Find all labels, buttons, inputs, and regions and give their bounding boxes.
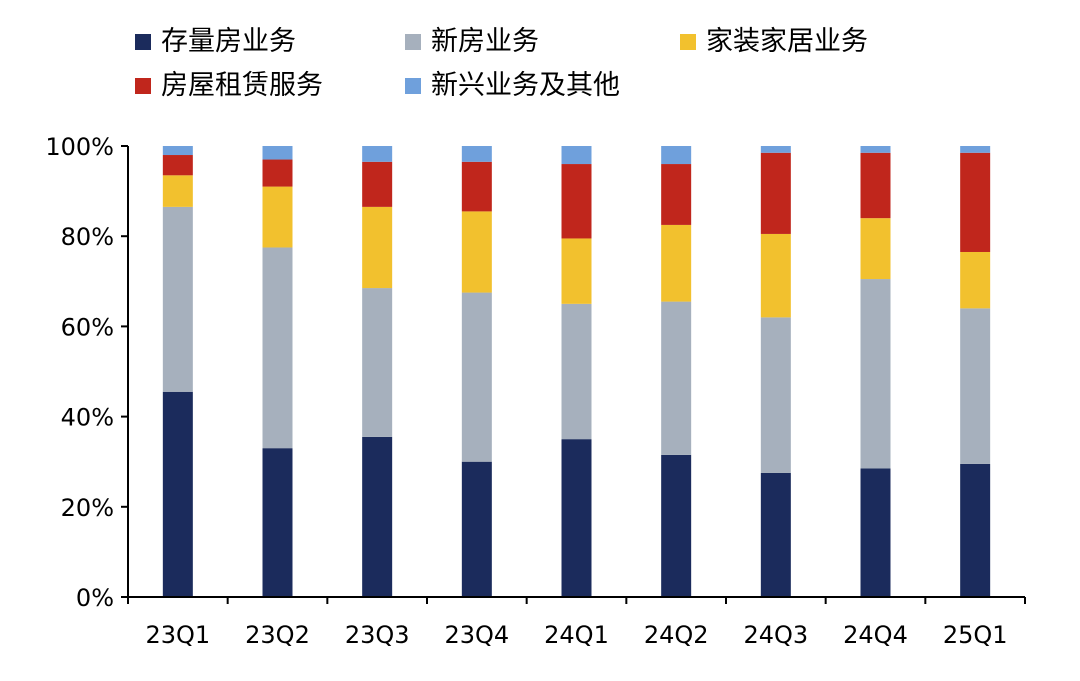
y-tick-label: 0% (76, 584, 114, 612)
bar-segment (760, 472, 791, 597)
bar-segment (362, 161, 393, 207)
bar-segment (461, 161, 492, 212)
bar-stack (661, 146, 692, 597)
x-tick-label: 24Q4 (843, 621, 908, 649)
bar-segment (461, 211, 492, 293)
legend-item: 新兴业务及其他 (405, 70, 620, 101)
x-tick-label: 25Q1 (943, 621, 1008, 649)
bar-segment (561, 439, 592, 597)
bar-stack (561, 146, 592, 597)
bar-segment (461, 146, 492, 162)
x-tick-label: 23Q2 (245, 621, 310, 649)
bar-stack (760, 146, 791, 597)
legend-item: 房屋租赁服务 (135, 70, 323, 101)
legend-item: 新房业务 (405, 26, 539, 57)
bar-segment (760, 152, 791, 234)
bar-segment (561, 146, 592, 165)
x-tick-label: 23Q1 (145, 621, 210, 649)
bar-segment (162, 175, 193, 207)
bar-stack (860, 146, 891, 597)
bar-segment (362, 288, 393, 437)
y-tick-label: 20% (61, 494, 114, 522)
legend-label: 存量房业务 (161, 26, 296, 57)
x-tick-label: 24Q1 (544, 621, 609, 649)
bar-stack (162, 146, 193, 597)
legend-swatch (135, 78, 151, 94)
bar-stack (362, 146, 393, 597)
bar-segment (960, 146, 991, 153)
x-axis: 23Q1 23Q2 23Q3 23Q4 24Q1 24Q2 24Q3 24Q4 25Q1 (127, 596, 1026, 649)
bars-group (162, 146, 991, 597)
bar-segment (960, 251, 991, 309)
bar-segment (661, 164, 692, 225)
bar-segment (362, 146, 393, 162)
legend-label: 新兴业务及其他 (431, 70, 620, 101)
bar-segment (661, 301, 692, 455)
legend-swatch (680, 34, 696, 50)
bar-segment (561, 238, 592, 304)
bar-segment (760, 317, 791, 473)
y-tick-label: 80% (61, 223, 114, 251)
bar-segment (461, 461, 492, 597)
y-tick-label: 60% (61, 313, 114, 341)
y-axis: 0% 20% 40% 60% 80% 100% (45, 133, 129, 612)
bar-segment (960, 152, 991, 252)
legend-swatch (135, 34, 151, 50)
legend-swatch (405, 34, 421, 50)
bar-segment (262, 448, 293, 597)
x-tick-label: 23Q4 (444, 621, 509, 649)
x-tick-label: 24Q3 (743, 621, 808, 649)
bar-segment (860, 218, 891, 280)
bar-segment (760, 233, 791, 318)
bar-segment (162, 391, 193, 597)
legend-label: 新房业务 (431, 26, 539, 57)
bar-stack (461, 146, 492, 597)
bar-segment (262, 186, 293, 248)
bar-segment (661, 454, 692, 597)
x-tick-label: 23Q3 (345, 621, 410, 649)
bar-segment (860, 152, 891, 219)
bar-segment (661, 146, 692, 165)
bar-segment (362, 206, 393, 289)
bar-segment (262, 159, 293, 187)
bar-segment (860, 146, 891, 153)
bar-segment (960, 308, 991, 464)
bar-segment (561, 303, 592, 440)
bar-segment (162, 155, 193, 176)
bar-segment (860, 468, 891, 597)
bar-segment (960, 463, 991, 597)
x-tick-label: 24Q2 (644, 621, 709, 649)
bar-segment (561, 164, 592, 239)
bar-segment (760, 146, 791, 153)
bar-stack (262, 146, 293, 597)
bar-segment (162, 146, 193, 156)
legend-swatch (405, 78, 421, 94)
y-tick-label: 100% (45, 133, 114, 161)
bar-segment (362, 436, 393, 597)
y-tick-label: 40% (61, 404, 114, 432)
bar-segment (860, 279, 891, 469)
bar-segment (262, 146, 293, 160)
legend-label: 房屋租赁服务 (161, 70, 323, 101)
legend-item: 存量房业务 (135, 26, 296, 57)
bar-segment (262, 247, 293, 449)
legend-item: 家装家居业务 (680, 26, 868, 57)
bar-segment (162, 206, 193, 392)
bar-segment (461, 292, 492, 462)
legend-label: 家装家居业务 (706, 26, 868, 57)
bar-stack (960, 146, 991, 597)
bar-segment (661, 224, 692, 302)
